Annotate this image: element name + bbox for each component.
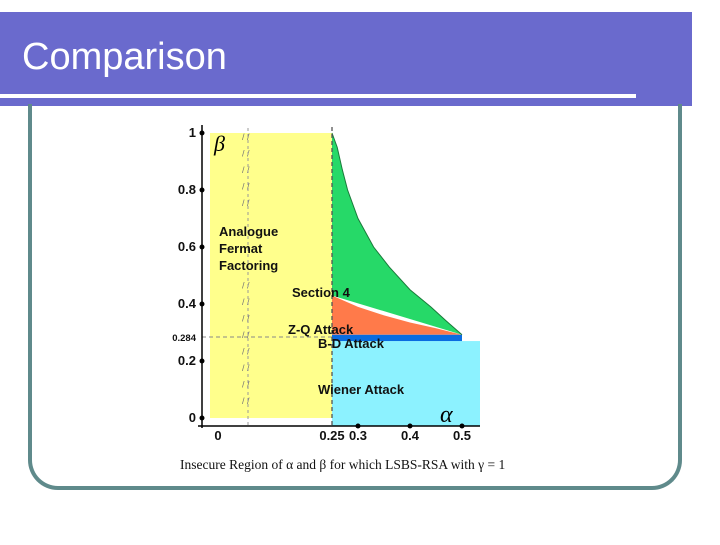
region-section4 <box>332 133 462 335</box>
fermat-label: Fermat <box>219 241 263 256</box>
fermat-label: Analogue <box>219 224 278 239</box>
x-tick-label: 0.4 <box>401 428 420 443</box>
hatch-mark: / / <box>242 330 250 340</box>
zq-label: Z-Q Attack <box>288 322 354 337</box>
x-tick-label: 0 <box>214 428 221 443</box>
region-bd <box>332 334 462 342</box>
hatch-mark: / / <box>242 198 250 208</box>
y-tick-label: 0 <box>189 410 196 425</box>
region-zq <box>332 295 462 335</box>
y-tick-dot <box>199 244 205 250</box>
bd-label: B-D Attack <box>318 336 385 351</box>
y-tick-dot <box>199 358 205 364</box>
y-tick-dot <box>199 187 205 193</box>
y-tick-label: 1 <box>189 125 196 140</box>
x-tick-label: 0.5 <box>453 428 471 443</box>
hatch-mark: / / <box>242 363 250 373</box>
boundary-curve <box>331 132 463 336</box>
y-tick-label: 0.8 <box>178 182 196 197</box>
y-tick-label: 0.4 <box>178 296 197 311</box>
title-bar: Comparison <box>0 12 692 106</box>
hatch-mark: / / <box>242 132 250 142</box>
y-tick-dot <box>199 301 205 307</box>
figure-caption: Insecure Region of α and β for which LSB… <box>180 457 506 472</box>
hatch-mark: / / <box>242 314 250 324</box>
region-wiener <box>332 341 480 426</box>
hatch-mark: / / <box>242 396 250 406</box>
title-underline <box>0 94 636 98</box>
y-tick-label: 0.2 <box>178 353 196 368</box>
y-tick-dot <box>199 130 205 136</box>
hatch-mark: / / <box>242 149 250 159</box>
hatch-mark: / / <box>242 347 250 357</box>
y-tick-dot <box>199 415 205 421</box>
hatch-mark: / / <box>242 165 250 175</box>
x-tick-dot <box>407 423 413 429</box>
x-tick-label: 0.25 <box>319 428 344 443</box>
content-frame <box>28 104 682 490</box>
y-tick-label: 0.6 <box>178 239 196 254</box>
wiener-label: Wiener Attack <box>318 382 405 397</box>
y-tick-label: 0.284 <box>172 333 196 344</box>
y-axis-label: β <box>213 131 225 156</box>
hatch-mark: / / <box>242 380 250 390</box>
section4-label: Section 4 <box>292 285 351 300</box>
hatch-mark: / / <box>242 182 250 192</box>
slide-title: Comparison <box>22 36 227 78</box>
fermat-label: Factoring <box>219 258 278 273</box>
hatch-mark: / / <box>242 281 250 291</box>
x-tick-dot <box>355 423 361 429</box>
x-tick-label: 0.3 <box>349 428 367 443</box>
hatch-mark: / / <box>242 297 250 307</box>
region-fermat <box>210 133 332 418</box>
x-tick-dot <box>459 423 465 429</box>
x-axis-label: α <box>440 402 453 428</box>
